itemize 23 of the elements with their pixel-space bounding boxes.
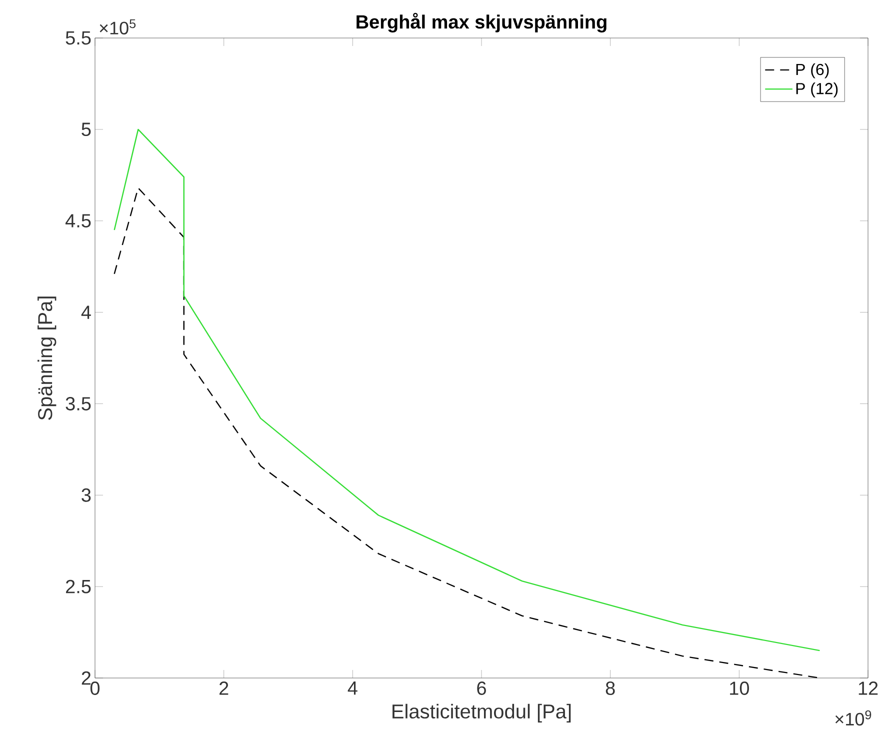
y-tick-label: 2 <box>82 671 91 685</box>
text: ×10$^{5}$ <box>100 19 136 34</box>
y-tick-label: 3.5 <box>66 396 91 410</box>
x-tick-label: 8 <box>606 682 615 695</box>
x-tick-label: 10 <box>730 682 749 695</box>
x-tick-label: 0 <box>90 682 100 695</box>
text: ×10$^{9}$ <box>835 710 872 726</box>
y-tick-label: 5 <box>82 122 91 136</box>
legend-label: P (12) <box>796 82 838 98</box>
y-tick-label: 3 <box>82 488 91 502</box>
y-axis-title: Spänning [Pa] <box>38 296 56 420</box>
x-tick-label: 4 <box>348 682 358 695</box>
chart-title: Berghål max skjuvspänning <box>356 12 606 32</box>
y-tick-label: 4 <box>81 306 91 319</box>
y-tick-label: 4.5 <box>66 214 91 228</box>
x-tick-label: 2 <box>220 682 228 695</box>
line-series <box>114 128 820 652</box>
y-tick-label: 2.5 <box>66 580 91 594</box>
x-axis-title: Elasticitetmodul [Pa] <box>392 704 571 722</box>
y-tick-label: 5.5 <box>66 31 91 45</box>
x-tick-label: 12 <box>858 682 878 695</box>
x-tick-label: 6 <box>477 682 486 695</box>
legend-label: P (6) <box>796 63 829 78</box>
